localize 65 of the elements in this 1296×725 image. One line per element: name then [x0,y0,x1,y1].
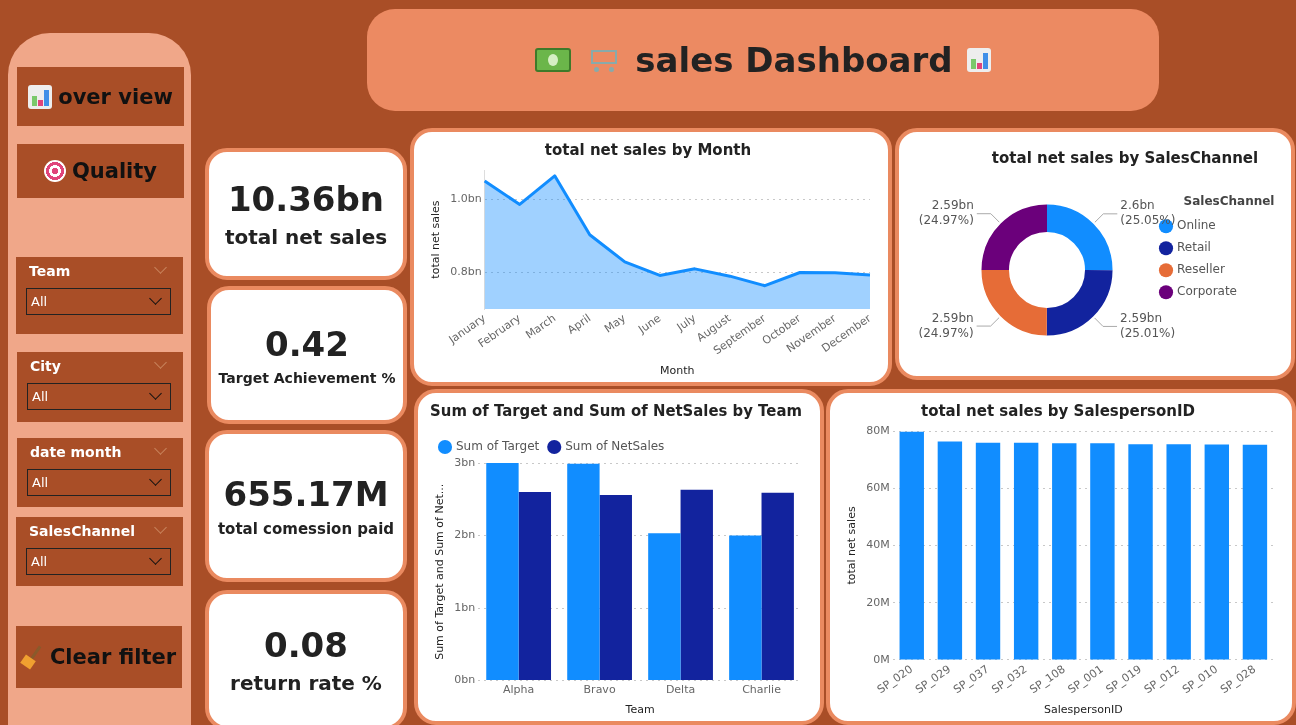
text: sales Dashboard [635,40,953,80]
y-tick-label: 60M [866,481,890,495]
y-tick-label: 80M [866,423,890,437]
legend-label: Online [1177,218,1216,233]
x-tick-label: Charlie [742,683,782,697]
y-tick-label: 0M [873,652,890,666]
chart-title: total net sales by SalespersonID [920,401,1196,420]
chart-title: Sum of Target and Sum of NetSales by Team [430,401,802,420]
chart-title: total net sales by Month [544,140,752,159]
data-label: 2.59bn (25.01%) [1120,311,1176,341]
x-axis-title: Month [660,364,695,378]
x-axis-title: SalespersonID [1043,703,1123,717]
text: All [31,554,48,569]
text: 655.17M [223,474,389,514]
y-axis-title: total net sales [429,200,443,279]
y-axis-title: total net sales [845,506,859,585]
text: 0.42 [265,324,349,364]
data-label: 2.6bn (25.05%) [1120,198,1176,228]
text: 0.08 [264,625,348,665]
text: Team [29,263,71,279]
data-label: 2.59bn (24.97%) [918,198,974,228]
text: All [31,294,48,309]
bar [680,489,713,681]
y-axis-title: Sum of Target and Sum of Net... [433,483,447,660]
legend-label: Corporate [1177,284,1238,299]
bar [761,492,794,681]
y-tick-label: 1bn [454,600,476,614]
x-tick-label: Alpha [502,683,535,697]
text: over view [58,84,173,109]
text: City [30,358,61,374]
text: date month [30,444,122,460]
text: Quality [71,159,158,183]
chart-title: total net sales by SalesChannel [991,148,1259,167]
legend-label: Reseller [1177,262,1225,277]
x-tick-label: Bravo [583,683,616,697]
y-tick-label: 1.0bn [450,192,482,206]
bar [648,533,681,681]
text: return rate % [230,671,382,695]
text: Clear filter [49,645,177,669]
text: All [32,389,49,404]
text: 10.36bn [227,179,385,219]
bar [518,492,552,681]
y-tick-label: 2bn [454,528,476,542]
bar [729,535,762,681]
legend-title: SalesChannel [1183,193,1275,208]
y-tick-label: 40M [866,538,890,552]
x-tick-label: Delta [665,683,696,697]
y-tick-label: 0.8bn [450,265,482,279]
text: SalesChannel [29,523,136,539]
text: total comession paid [217,520,395,538]
legend-label: Sum of NetSales [565,439,665,454]
bar [599,494,632,681]
x-axis-title: Team [624,703,655,717]
bar [486,463,519,681]
text: All [32,475,49,490]
data-label: 2.59bn (24.97%) [918,310,974,340]
text: total net sales [224,225,388,249]
bar [567,463,600,681]
legend-label: Sum of Target [456,439,540,454]
y-tick-label: 0bn [454,673,476,687]
text: Target Achievement % [218,370,396,386]
y-tick-label: 3bn [454,455,476,469]
y-tick-label: 20M [866,595,890,609]
legend-label: Retail [1177,240,1211,255]
x-tick-label: May [602,311,629,336]
